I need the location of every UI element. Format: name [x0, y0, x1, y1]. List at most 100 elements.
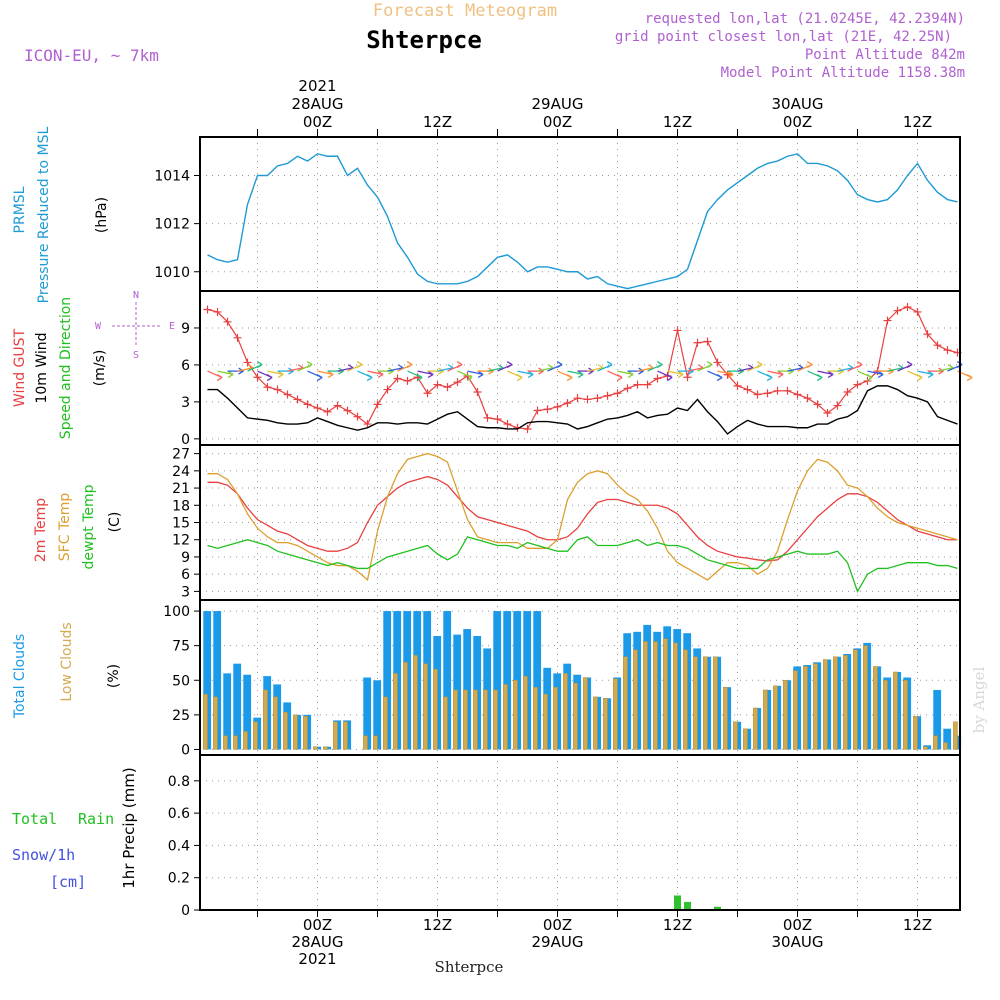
wind-dir-arrowhead	[256, 361, 263, 369]
sfc-temp-line	[207, 452, 958, 582]
wind-dir-arrowhead	[927, 370, 934, 378]
wind-dir-arrowhead	[266, 374, 273, 382]
wind-dir-arrowhead	[377, 370, 384, 378]
wind-dir-arrow	[837, 367, 854, 372]
gust-marker	[763, 389, 772, 398]
low-cloud-bar	[783, 680, 788, 750]
low-cloud-bar	[483, 689, 488, 750]
gust-marker	[793, 390, 802, 399]
top-time-label: 30AUG	[772, 95, 824, 113]
low-cloud-bar	[473, 689, 478, 750]
gust-marker	[723, 370, 732, 379]
wind-dir-arrowhead	[477, 370, 484, 378]
wind-dir-arrowhead	[406, 361, 413, 369]
gust-marker	[743, 385, 752, 394]
dewpt-line	[207, 536, 958, 593]
y-tick-label: 21	[172, 481, 190, 497]
gust-marker	[633, 380, 642, 389]
gust-marker	[883, 316, 892, 325]
low-cloud-bar	[203, 693, 208, 750]
low-cloud-bar	[873, 666, 878, 750]
gust-marker	[353, 412, 362, 421]
low-cloud-bar	[683, 649, 688, 750]
sfc-label: SFC Temp	[57, 493, 73, 562]
low-cloud-bar	[243, 731, 248, 750]
pressure-labels: PRMSL Pressure Reduced to MSL (hPa)	[12, 126, 110, 303]
low-cloud-bar	[693, 656, 698, 750]
gust-marker	[673, 326, 682, 335]
grid-point-coords: grid point closest lon,lat (21E, 42.25N)	[615, 29, 952, 45]
wind-dir-arrowhead	[677, 370, 684, 378]
panels-layer: 1010101210140369369121518212427025507510…	[154, 136, 973, 919]
low-cloud-bar	[293, 714, 298, 750]
low-cloud-bar	[663, 638, 668, 750]
gust-marker	[503, 420, 512, 429]
y-tick-label: 25	[172, 708, 190, 724]
pressure-desc-label: Pressure Reduced to MSL	[36, 126, 52, 303]
low-cloud-bar	[673, 642, 678, 750]
wind-dir-arrow	[267, 370, 284, 376]
cloud-labels: Total Clouds Low Clouds (%)	[12, 622, 122, 719]
low-cloud-bar	[793, 670, 798, 750]
wind-dir-arrow	[787, 367, 804, 372]
total-cloud-bar	[243, 674, 252, 750]
y-tick-label: 12	[172, 533, 190, 549]
wind-dir-arrowhead	[856, 361, 863, 369]
gust-marker	[483, 413, 492, 422]
gust-marker	[933, 341, 942, 350]
t2m-label: 2m Temp	[33, 498, 49, 562]
precip-labels: Total Rain Snow/1h [cm] 1hr Precip (mm)	[12, 767, 138, 891]
wind-dir-arrow	[237, 367, 254, 372]
wind-dir-arrow	[487, 367, 504, 372]
wind-dir-arrowhead	[216, 374, 223, 382]
wind-dir-arrow	[287, 367, 304, 372]
low-cloud-bar	[923, 746, 928, 750]
bottom-time-label: 12Z	[423, 916, 452, 934]
wind-labels: Wind GUST 10m Wind Speed and Direction (…	[12, 297, 108, 439]
wind-unit-label: (m/s)	[92, 350, 108, 387]
gust-marker	[323, 407, 332, 416]
gust-marker	[613, 389, 622, 398]
low-cloud-bar	[583, 677, 588, 750]
snow-unit-label: [cm]	[50, 873, 86, 891]
wind-dir-arrowhead	[356, 361, 363, 369]
low-cloud-bar	[443, 696, 448, 750]
low-cloud-bar	[433, 668, 438, 750]
low-cloud-bar	[713, 656, 718, 750]
wind-dir-arrowhead	[416, 374, 423, 382]
model-label: ICON-EU, ~ 7km	[24, 46, 159, 65]
low-cloud-bar	[603, 698, 608, 750]
gust-marker	[563, 399, 572, 408]
footer-station: Shterpce	[435, 958, 504, 976]
wind-dir-arrowhead	[527, 370, 534, 378]
y-tick-label: 0.2	[168, 871, 190, 887]
low-cloud-bar	[213, 696, 218, 750]
low-cloud-bar	[933, 735, 938, 750]
y-tick-label: 50	[172, 673, 190, 689]
gust-marker	[713, 358, 722, 367]
total-cloud-bar	[503, 611, 512, 750]
gust-marker	[473, 388, 482, 397]
gust-marker	[643, 380, 652, 389]
wind-dir-arrow	[717, 370, 734, 376]
wind-compass: N E S W	[95, 290, 175, 361]
wind-dir-arrowhead	[906, 361, 913, 369]
gust-marker	[733, 381, 742, 390]
gust-marker	[433, 380, 442, 389]
low-cloud-bar	[593, 696, 598, 750]
wind-dir-arrow	[317, 370, 334, 376]
low-cloud-bar	[523, 675, 528, 750]
bottom-time-label: 30AUG	[772, 933, 824, 951]
compass-e: E	[169, 321, 175, 332]
dewpt-label: dewpt Temp	[81, 484, 97, 569]
wind-dir-arrowhead	[766, 374, 773, 382]
rain-label: Rain	[78, 810, 114, 828]
wind-dir-arrow	[567, 370, 584, 376]
wind-dir-arrowhead	[616, 374, 623, 382]
gust-marker	[453, 378, 462, 387]
gust-marker	[843, 388, 852, 397]
y-tick-label: 3	[181, 395, 190, 411]
gust-marker	[213, 307, 222, 316]
wind-dir-arrow	[767, 370, 784, 376]
